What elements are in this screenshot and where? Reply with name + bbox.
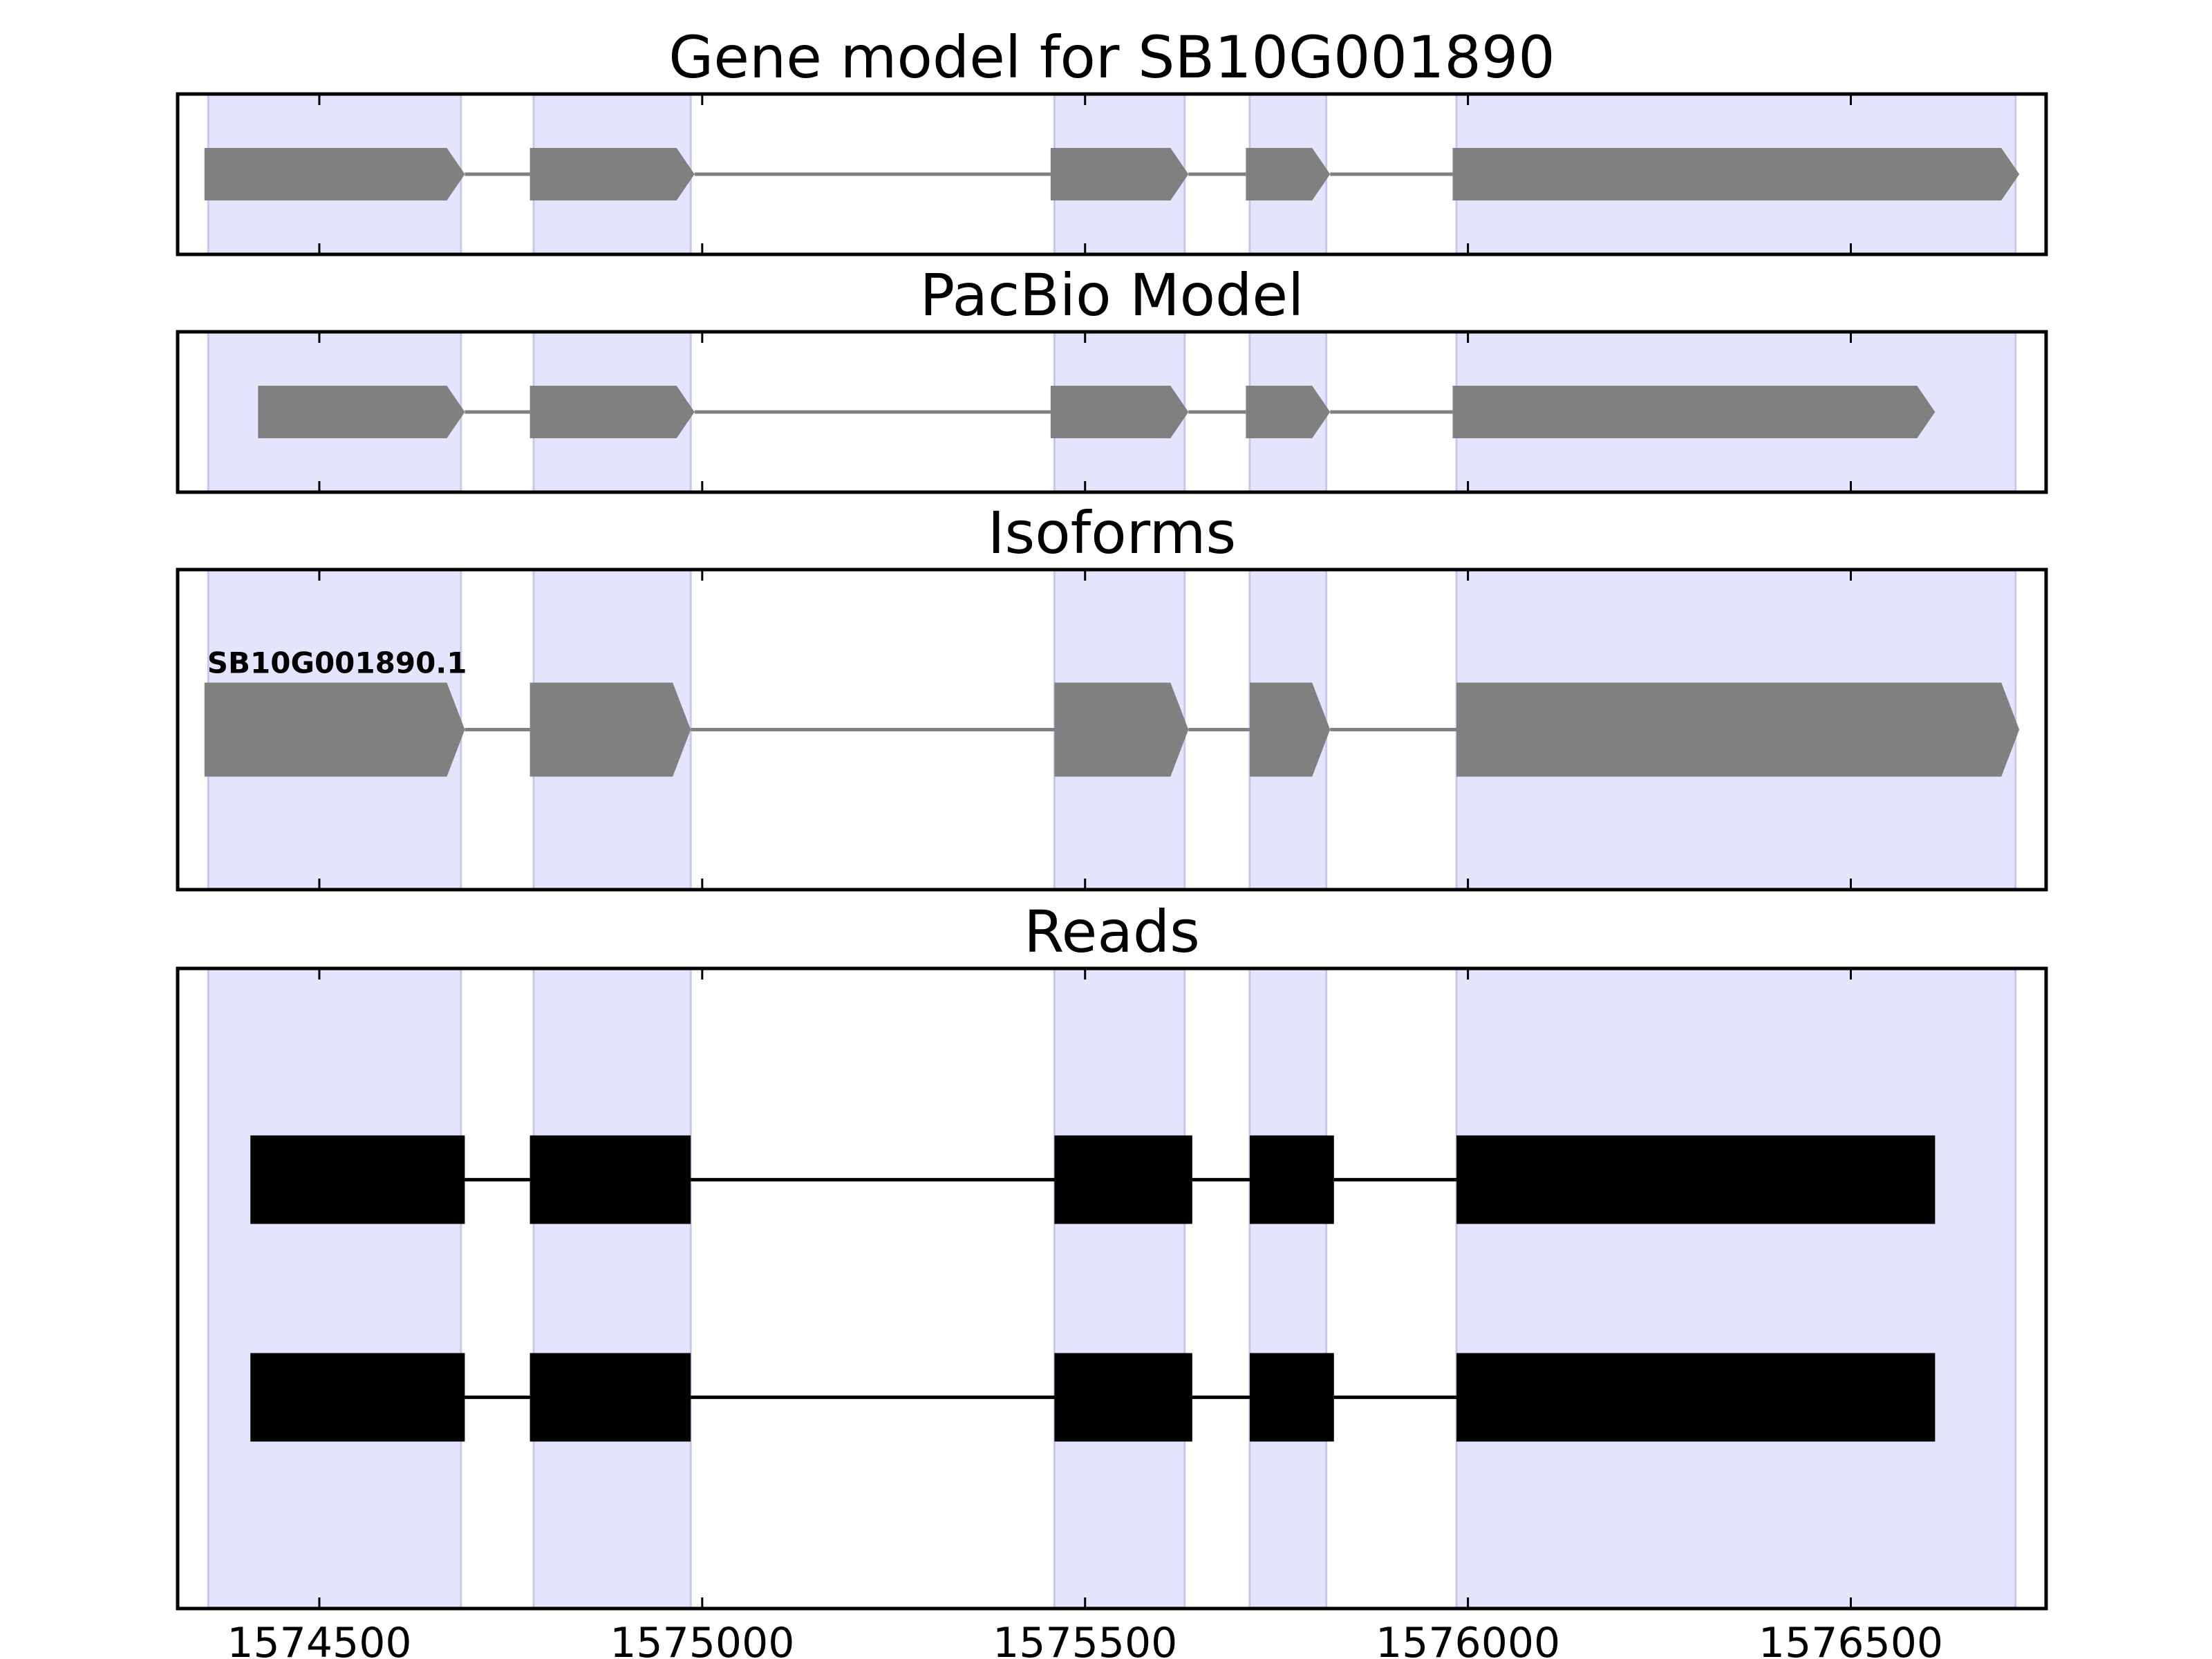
read-exon <box>1249 1135 1334 1224</box>
panel-1: Gene model for SB10G001890 <box>176 24 2048 256</box>
read-track <box>250 1353 1936 1442</box>
read-exon <box>1054 1135 1192 1224</box>
exon-arrow <box>1456 682 2020 777</box>
exon-arrow <box>1452 386 1936 438</box>
panel-frame <box>176 330 2048 494</box>
x-axis: 1574500 1575000 1575500 1576000 1576500 <box>227 1619 1943 1659</box>
read-track <box>250 1135 1936 1224</box>
gene-track: SB10G001890.1 <box>204 646 2020 777</box>
exon-arrow <box>204 148 465 200</box>
read-exon <box>529 1135 691 1224</box>
read-exon <box>529 1353 691 1442</box>
x-tick-label: 1576500 <box>1759 1619 1943 1659</box>
panel-title: PacBio Model <box>920 261 1304 329</box>
gene-track <box>204 148 2020 200</box>
panel-title: Gene model for SB10G001890 <box>668 24 1555 91</box>
x-tick-label: 1576000 <box>1376 1619 1560 1659</box>
panel-2: PacBio Model <box>176 261 2048 494</box>
read-exon <box>250 1353 465 1442</box>
exon-arrow <box>258 386 465 438</box>
read-exon <box>250 1135 465 1224</box>
exon-arrow <box>204 682 465 777</box>
highlight-region <box>1455 967 2017 1610</box>
panel-title: Isoforms <box>988 499 1237 567</box>
isoform-label: SB10G001890.1 <box>207 646 467 680</box>
exon-arrow <box>529 386 695 438</box>
highlight-region <box>207 967 462 1610</box>
exon-arrow <box>1452 148 2020 200</box>
highlight-region <box>532 967 692 1610</box>
x-tick-label: 1575000 <box>610 1619 794 1659</box>
panel-3: SB10G001890.1 Isoforms <box>176 499 2048 892</box>
highlight-region <box>1053 967 1186 1610</box>
exon-arrow <box>1246 148 1331 200</box>
exon-arrow <box>1249 682 1331 777</box>
exon-arrow <box>1050 386 1189 438</box>
exon-arrow <box>529 148 695 200</box>
highlight-region <box>1248 967 1328 1610</box>
read-exon <box>1054 1353 1192 1442</box>
x-tick-label: 1574500 <box>227 1619 411 1659</box>
exon-arrow <box>1246 386 1331 438</box>
read-exon <box>1249 1353 1334 1442</box>
gene-track <box>258 386 1936 438</box>
panel-frame <box>176 966 2048 1611</box>
exon-arrow <box>529 682 691 777</box>
read-exon <box>1456 1135 1936 1224</box>
x-tick-label: 1575500 <box>993 1619 1177 1659</box>
read-exon <box>1456 1353 1936 1442</box>
panels-group: Gene model for SB10G001890 PacBio Model SB… <box>176 24 2048 1611</box>
exon-arrow <box>1054 682 1189 777</box>
panel-title: Reads <box>1024 898 1200 966</box>
panel-frame <box>176 568 2048 892</box>
exon-arrow <box>1050 148 1189 200</box>
panel-4: Reads <box>176 898 2048 1611</box>
panel-frame <box>176 92 2048 256</box>
